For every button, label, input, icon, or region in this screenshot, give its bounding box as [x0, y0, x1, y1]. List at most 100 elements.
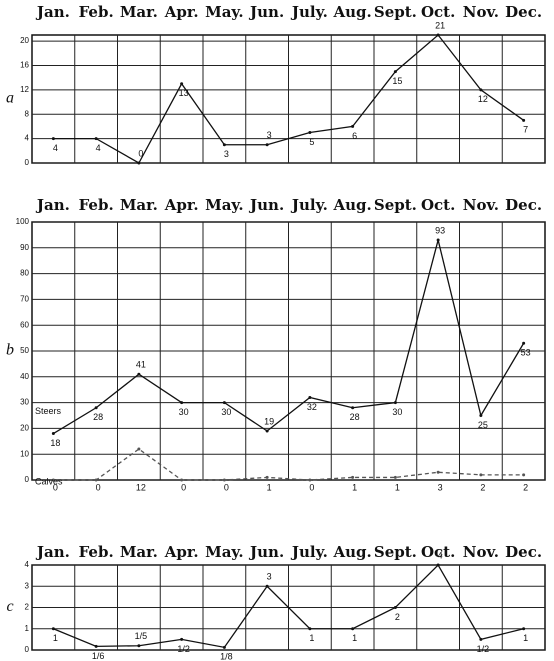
value-label: 0: [138, 148, 143, 158]
series-line: [53, 239, 525, 435]
data-point: [180, 401, 184, 405]
data-point: [522, 627, 526, 631]
value-label: 12: [136, 482, 146, 492]
value-label: 0: [96, 482, 101, 492]
y-tick-label: 40: [20, 372, 29, 381]
month-label: Jan.: [35, 196, 70, 214]
value-label: 1/2: [477, 644, 490, 654]
value-label: 32: [307, 402, 317, 412]
month-label: Jan.: [35, 3, 70, 21]
value-label: 25: [478, 420, 488, 430]
data-point: [393, 475, 397, 479]
y-tick-label: 12: [20, 85, 29, 94]
y-tick-label: 30: [20, 398, 29, 407]
month-label: Apr.: [164, 196, 199, 214]
month-label: Jun.: [248, 3, 284, 21]
value-label: 3: [438, 482, 443, 492]
data-point: [522, 118, 526, 122]
data-point: [522, 473, 526, 477]
value-label: 2: [523, 482, 528, 492]
month-label: Aug.: [332, 543, 371, 561]
value-label: 1: [352, 482, 357, 492]
value-label: 3: [267, 130, 272, 140]
y-tick-label: 4: [25, 134, 30, 143]
y-tick-label: 3: [25, 581, 30, 590]
value-label: 5: [309, 137, 314, 147]
data-point: [265, 429, 269, 433]
data-point: [265, 475, 269, 479]
data-point: [479, 637, 483, 641]
data-point: [522, 341, 526, 345]
value-label: 30: [221, 407, 231, 417]
data-point: [94, 478, 98, 482]
month-label: Oct.: [421, 196, 455, 214]
data-point: [137, 372, 141, 376]
data-point: [180, 478, 184, 482]
value-label: 3: [267, 572, 272, 582]
y-tick-label: 70: [20, 295, 29, 304]
month-label: Dec.: [505, 3, 542, 21]
data-point: [393, 606, 397, 609]
month-label: Oct.: [421, 543, 455, 561]
y-tick-label: 10: [20, 449, 29, 458]
month-label: Nov.: [463, 196, 499, 214]
value-label: 19: [264, 416, 274, 426]
value-label: 7: [523, 125, 528, 135]
month-label: Jun.: [248, 196, 284, 214]
value-label: 1: [53, 633, 58, 643]
month-label: Jan.: [35, 543, 70, 561]
series-line: [53, 448, 524, 481]
month-label: July.: [290, 3, 328, 21]
value-label: 1/5: [135, 631, 148, 641]
data-point: [393, 401, 397, 405]
value-label: 1/2: [177, 644, 190, 654]
month-label: May.: [205, 543, 244, 561]
value-label: 1: [352, 633, 357, 643]
value-label: 0: [181, 482, 186, 492]
data-point: [51, 627, 55, 631]
month-label: Sept.: [374, 196, 417, 214]
value-label: 0: [224, 482, 229, 492]
data-point: [180, 637, 184, 641]
value-label: 3: [224, 149, 229, 159]
y-tick-label: 4: [25, 560, 30, 569]
value-label: 28: [350, 412, 360, 422]
y-tick-label: 0: [25, 475, 30, 484]
month-label: May.: [205, 196, 244, 214]
panel-label: a: [6, 90, 14, 107]
data-point: [351, 124, 355, 128]
y-tick-label: 0: [25, 158, 30, 167]
value-label: 0: [309, 482, 314, 492]
month-label: Apr.: [164, 3, 199, 21]
y-tick-label: 1: [25, 624, 30, 633]
value-label: 30: [179, 407, 189, 417]
series-line: [53, 563, 524, 649]
value-label: 53: [521, 348, 531, 358]
month-label: Mar.: [120, 543, 158, 561]
data-point: [436, 238, 440, 242]
data-point: [137, 161, 141, 165]
month-label: Dec.: [505, 196, 542, 214]
value-label: 18: [50, 438, 60, 448]
data-point: [479, 414, 483, 417]
value-label: 1/6: [92, 651, 105, 661]
series-name: Steers: [35, 406, 62, 416]
y-tick-label: 50: [20, 346, 29, 355]
y-tick-label: 90: [20, 243, 29, 252]
month-label: Mar.: [120, 196, 158, 214]
data-point: [180, 82, 184, 86]
value-label: 41: [136, 360, 146, 370]
value-label: 2: [480, 482, 485, 492]
value-label: 1: [309, 633, 314, 643]
month-label: Apr.: [164, 543, 199, 561]
data-point: [351, 627, 355, 631]
month-label: July.: [290, 543, 328, 561]
value-label: 0: [53, 482, 58, 492]
value-label: 4: [438, 550, 443, 560]
series-name: Calves: [35, 476, 63, 486]
value-label: 13: [179, 88, 189, 98]
data-point: [51, 478, 55, 482]
value-label: 12: [478, 94, 488, 104]
data-point: [222, 401, 226, 405]
